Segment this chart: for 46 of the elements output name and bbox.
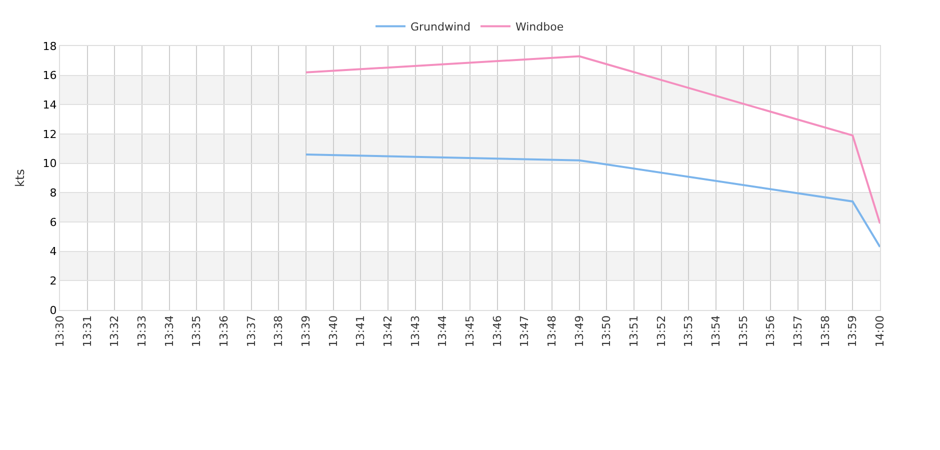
y-tick-label: 4 <box>50 245 57 258</box>
x-tick-label: 14:00 <box>874 315 887 348</box>
x-tick-label: 13:57 <box>792 315 805 348</box>
line-series <box>305 55 880 224</box>
x-tick-label: 13:41 <box>354 315 368 348</box>
y-tick-label: 2 <box>50 274 57 288</box>
x-tick-label: 13:49 <box>572 315 586 348</box>
y-tick-label: 14 <box>42 98 57 112</box>
y-tick-label: 12 <box>42 128 57 141</box>
x-tick-label: 13:44 <box>436 315 450 348</box>
legend-label: Grundwind <box>410 20 470 34</box>
x-tick-label: 13:48 <box>546 315 559 348</box>
x-tick-label: 13:38 <box>272 315 286 348</box>
y-tick-label: 0 <box>50 304 57 317</box>
x-tick-label: 13:30 <box>54 315 67 348</box>
legend-label: Windboe <box>515 20 564 34</box>
x-tick-label: 13:35 <box>190 315 204 348</box>
x-tick-label: 13:50 <box>600 315 614 348</box>
x-tick-label: 13:47 <box>518 315 532 348</box>
x-tick-label: 13:32 <box>108 315 122 348</box>
x-tick-label: 13:54 <box>710 315 723 348</box>
x-tick-label: 13:39 <box>300 315 313 348</box>
y-tick-label: 16 <box>42 69 57 82</box>
x-tick-label: 13:51 <box>628 315 641 348</box>
x-tick-label: 13:34 <box>162 315 176 348</box>
x-tick-label: 13:46 <box>490 315 504 348</box>
x-tick-label: 13:33 <box>136 315 149 348</box>
x-tick-label: 13:43 <box>408 315 422 348</box>
y-tick-label: 6 <box>50 216 57 229</box>
x-tick-label: 13:56 <box>764 315 778 348</box>
line-series <box>305 154 880 248</box>
x-tick-label: 13:58 <box>818 315 832 348</box>
x-tick-label: 13:37 <box>244 315 258 348</box>
x-tick-label: 13:45 <box>464 315 477 348</box>
y-tick-label: 10 <box>42 157 57 170</box>
x-tick-label: 13:53 <box>682 315 696 348</box>
x-tick-label: 13:36 <box>218 315 231 348</box>
x-tick-label: 13:31 <box>80 315 94 348</box>
x-tick-label: 13:55 <box>736 315 750 348</box>
y-axis-title: kts <box>13 169 28 187</box>
x-tick-label: 13:59 <box>846 315 860 348</box>
x-tick-label: 13:52 <box>654 315 668 348</box>
x-tick-label: 13:40 <box>326 315 340 348</box>
y-tick-label: 18 <box>42 40 57 53</box>
y-tick-label: 8 <box>50 186 57 200</box>
x-tick-label: 13:42 <box>382 315 395 348</box>
